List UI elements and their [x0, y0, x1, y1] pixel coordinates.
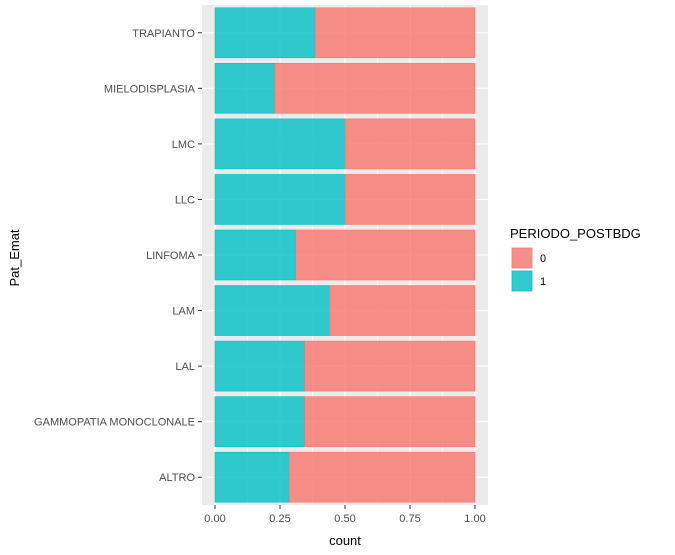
y-tick-label: LINFOMA	[146, 250, 196, 262]
bar-segment-0	[304, 396, 476, 447]
x-tick-label: 0.50	[334, 513, 355, 525]
x-axis-ticks: 0.00 0.25 0.50 0.75 1.00	[204, 505, 486, 525]
y-tick-label: LAL	[175, 361, 195, 373]
bar-segment-1	[214, 118, 346, 170]
bar-segment-1	[214, 451, 290, 503]
y-tick-label: LLC	[175, 194, 195, 206]
legend-key-1	[511, 270, 533, 292]
bar-segment-0	[288, 451, 476, 503]
x-axis-title: count	[329, 533, 361, 548]
legend-label-1: 1	[540, 276, 546, 288]
y-tick-label: ALTRO	[159, 472, 195, 484]
bar-segment-0	[295, 229, 476, 281]
legend-title: PERIODO_POSTBDG	[510, 226, 641, 241]
y-axis-ticks: TRAPIANTO MIELODISPLASIA LMC LLC LINFOMA LAM L…	[34, 28, 202, 484]
x-tick-label: 0.00	[204, 513, 225, 525]
bar-segment-0	[314, 7, 476, 59]
y-tick-label: MIELODISPLASIA	[104, 83, 196, 95]
bar-segment-1	[214, 63, 276, 114]
bar-segment-0	[344, 174, 476, 225]
bar-segment-1	[214, 396, 305, 447]
bar-segment-1	[214, 174, 346, 225]
bar-segment-1	[214, 7, 316, 59]
bar-segment-0	[274, 63, 476, 114]
bar-segment-0	[344, 118, 476, 170]
y-axis-title: Pat_Emat	[7, 229, 22, 286]
y-tick-label: GAMMOPATIA MONOCLONALE	[34, 417, 195, 429]
y-tick-label: TRAPIANTO	[132, 28, 195, 40]
y-tick-label: LMC	[172, 139, 195, 151]
y-tick-label: LAM	[172, 306, 195, 318]
legend: PERIODO_POSTBDG 0 1	[510, 226, 641, 292]
bar-segment-1	[214, 285, 330, 336]
legend-label-0: 0	[540, 253, 546, 265]
x-tick-label: 0.75	[399, 513, 420, 525]
bar-segment-0	[304, 340, 476, 392]
x-tick-label: 1.00	[464, 513, 485, 525]
bar-segment-1	[214, 229, 296, 281]
x-tick-label: 0.25	[269, 513, 290, 525]
bar-segment-1	[214, 340, 305, 392]
legend-key-0	[511, 247, 533, 269]
bar-segment-0	[329, 285, 476, 336]
bars	[214, 7, 476, 503]
